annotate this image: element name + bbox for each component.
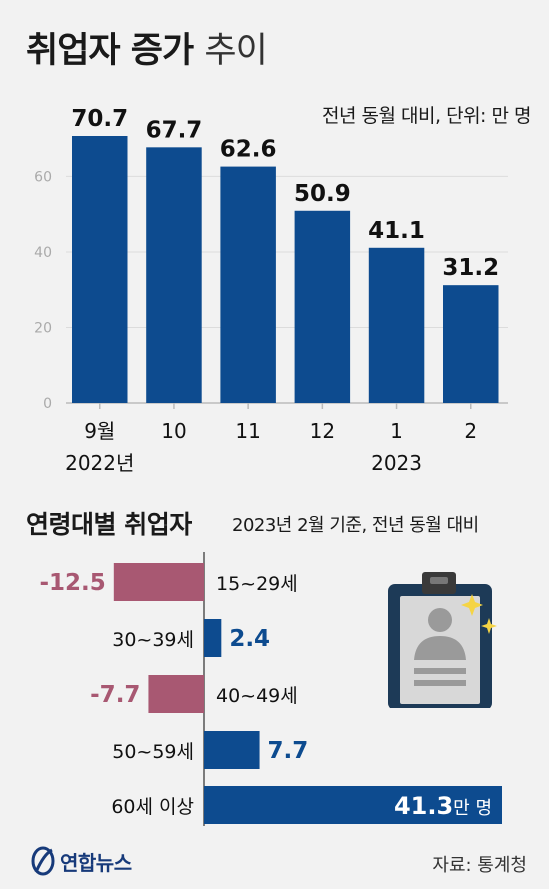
age-chart-title: 연령대별 취업자 xyxy=(26,510,192,539)
age-bar xyxy=(204,619,222,657)
bar xyxy=(146,147,202,403)
bar xyxy=(443,285,499,403)
source-note: 자료: 통계청 xyxy=(432,855,527,876)
age-category-label: 30~39세 xyxy=(112,629,194,651)
yonhap-logo: 연합뉴스 xyxy=(30,846,132,876)
bar-value-label: 31.2 xyxy=(442,255,499,281)
bar-value-label: 41.1 xyxy=(368,218,425,244)
age-bar xyxy=(204,786,502,824)
x-tick-label: 11 xyxy=(235,419,260,443)
x-tick-label: 12 xyxy=(310,419,335,443)
age-value-label: -7.7 xyxy=(90,682,140,708)
bar xyxy=(72,136,128,403)
year-label-2022: 2022년 xyxy=(65,451,134,475)
bar xyxy=(368,247,425,403)
age-category-label: 40~49세 xyxy=(216,685,298,707)
x-tick-label: 2 xyxy=(464,419,477,443)
age-value-label: 7.7 xyxy=(268,738,309,764)
title-thin: 추이 xyxy=(204,31,267,71)
bar xyxy=(220,166,276,403)
bar-value-label: 67.7 xyxy=(146,117,203,143)
age-bar xyxy=(148,675,204,713)
x-tick-label: 10 xyxy=(161,419,186,443)
chart-title: 취업자 증가 추이 xyxy=(26,22,268,73)
unit-note: 전년 동월 대비, 단위: 만 명 xyxy=(322,105,531,127)
y-tick-label: 20 xyxy=(34,320,52,336)
bar-value-label: 70.7 xyxy=(71,106,128,132)
bar-value-label: 50.9 xyxy=(294,181,351,207)
y-tick-label: 0 xyxy=(43,396,52,412)
age-category-label: 60세 이상 xyxy=(111,796,194,818)
age-bar xyxy=(113,563,204,601)
y-tick-label: 60 xyxy=(34,169,52,185)
logo-text: 연합뉴스 xyxy=(60,850,132,875)
age-bar-chart: -12.5 15~29세 30~39세 2.4 -7.7 40~49세 50~59세 7.7 6… xyxy=(40,552,502,826)
title-bold: 취업자 증가 xyxy=(26,31,194,71)
yonhap-logo-icon xyxy=(31,846,55,876)
age-value-unit: 만 명 xyxy=(453,798,492,819)
age-bar xyxy=(204,731,260,769)
y-tick-label: 40 xyxy=(34,245,52,261)
age-value-label: 41.3만 명 xyxy=(394,792,492,820)
id-badge-icon xyxy=(388,572,497,708)
x-tick-label: 1 xyxy=(390,419,403,443)
age-value-label: 2.4 xyxy=(229,626,270,652)
age-value-number: 41.3 xyxy=(394,792,453,820)
x-tick-label: 9월 xyxy=(84,419,115,443)
monthly-bar-chart: 0 20 40 60 70.7 9월 67.7 10 62.6 11 50.9 12 41.1 1 31.2… xyxy=(34,106,508,475)
year-label-2023: 2023 xyxy=(371,451,422,475)
age-chart-note: 2023년 2월 기준, 전년 동월 대비 xyxy=(232,515,479,536)
age-category-label: 50~59세 xyxy=(112,741,194,763)
age-category-label: 15~29세 xyxy=(216,573,298,595)
bar-value-label: 62.6 xyxy=(220,137,277,163)
bar xyxy=(294,210,351,403)
age-value-label: -12.5 xyxy=(40,570,106,596)
